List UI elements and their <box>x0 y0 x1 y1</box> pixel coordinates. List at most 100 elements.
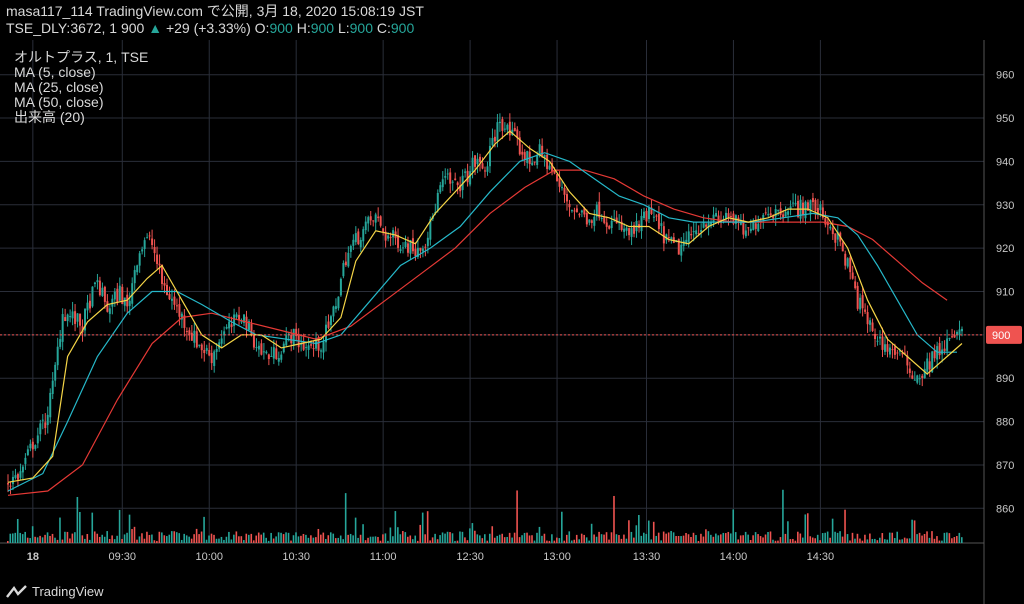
volume-bar <box>558 538 561 543</box>
volume-bar <box>931 531 933 543</box>
candle-body <box>846 258 849 267</box>
candle-body <box>397 234 400 248</box>
volume-bar <box>290 540 292 543</box>
candle-body <box>255 347 258 349</box>
volume-bar <box>953 537 956 543</box>
candle-body <box>334 306 337 309</box>
candle-body <box>66 314 69 322</box>
candle-body <box>660 223 663 226</box>
tradingview-logo[interactable]: TradingView <box>6 584 104 599</box>
volume-bar <box>208 535 210 543</box>
volume-bar <box>434 533 436 543</box>
volume-bar <box>921 535 923 543</box>
volume-bar <box>86 533 89 543</box>
candle-body <box>772 215 775 219</box>
candle-body <box>784 211 787 217</box>
candle-body <box>479 156 482 163</box>
volume-bar <box>854 538 856 543</box>
candle-body <box>896 352 899 354</box>
candle-body <box>603 216 606 223</box>
volume-bar <box>200 531 203 543</box>
volume-bar <box>724 533 727 543</box>
price-tick-label: 920 <box>996 243 1014 255</box>
candle-body <box>342 263 345 277</box>
legend-ma50[interactable]: MA (50, close) <box>14 94 104 110</box>
candle-body <box>879 336 882 339</box>
legend-ma5[interactable]: MA (5, close) <box>14 64 96 80</box>
candle-body <box>851 272 854 279</box>
legend-symbol[interactable]: オルトプラス, 1, TSE <box>14 49 149 65</box>
candle-body <box>516 129 519 138</box>
volume-bar <box>203 516 205 543</box>
volume-bar <box>180 539 183 543</box>
volume-bar <box>590 523 593 543</box>
volume-bar <box>523 532 526 543</box>
candle-body <box>290 334 293 344</box>
volume-bar <box>210 533 213 543</box>
price-chart[interactable]: 860 870 880 890 900 910 920 930 940 950 960 18 09:30… <box>0 40 1024 604</box>
volume-bar <box>484 534 486 543</box>
candle-body <box>767 214 770 216</box>
price-tick-label: 880 <box>996 417 1014 429</box>
candle-body <box>652 216 655 218</box>
candle-body <box>86 302 89 311</box>
volume-bar <box>844 509 846 543</box>
legend-ma25[interactable]: MA (25, close) <box>14 79 104 95</box>
volume-bar <box>101 534 104 543</box>
volume-bar <box>379 540 382 543</box>
price-tick-label: 930 <box>996 200 1014 212</box>
volume-bar <box>650 539 653 543</box>
volume-bar <box>146 531 148 543</box>
candle-body <box>257 345 260 350</box>
volume-bar <box>600 534 603 543</box>
candle-body <box>285 335 288 346</box>
volume-bar <box>779 537 782 543</box>
candle-body <box>36 435 39 444</box>
volume-bar <box>166 536 168 543</box>
volume-bar <box>623 534 625 543</box>
candle-body <box>168 293 171 300</box>
candle-body <box>546 154 549 169</box>
candle-body <box>916 375 919 383</box>
candle-body <box>864 309 867 312</box>
volume-bar <box>334 538 337 543</box>
volume-bar <box>700 533 702 543</box>
candle-body <box>320 350 323 352</box>
volume-bar <box>933 538 936 543</box>
candle-body <box>151 238 154 246</box>
volume-bar <box>747 534 749 543</box>
volume-bar <box>59 517 61 543</box>
candle-body <box>938 343 941 356</box>
volume-bar <box>384 533 387 543</box>
candle-body <box>600 218 603 220</box>
candle-body <box>464 171 467 173</box>
candle-body <box>526 151 529 163</box>
candle-body <box>898 350 901 352</box>
volume-bar <box>362 524 364 543</box>
volume-bar <box>938 540 941 543</box>
candle-body <box>146 237 149 239</box>
volume-bar <box>851 532 854 543</box>
volume-bar <box>310 535 312 543</box>
volume-bar <box>421 512 424 543</box>
volume-bar <box>106 531 108 543</box>
volume-bar <box>521 535 523 543</box>
candle-body <box>444 175 447 178</box>
volume-bar <box>496 535 499 543</box>
volume-bar <box>580 533 583 543</box>
volume-bar <box>836 532 839 543</box>
volume-bar <box>113 539 116 543</box>
volume-bar <box>454 540 456 543</box>
candle-body <box>118 285 121 301</box>
volume-bar <box>926 531 928 543</box>
candle-body <box>101 287 104 296</box>
candle-body <box>948 337 951 339</box>
candle-body <box>836 231 839 240</box>
candle-body <box>570 210 573 212</box>
legend-volume[interactable]: 出来高 (20) <box>14 109 85 125</box>
volume-bar <box>441 532 444 543</box>
volume-bar <box>282 534 285 543</box>
volume-bar <box>672 532 675 543</box>
volume-bar <box>190 538 193 543</box>
candle-body <box>329 316 332 326</box>
